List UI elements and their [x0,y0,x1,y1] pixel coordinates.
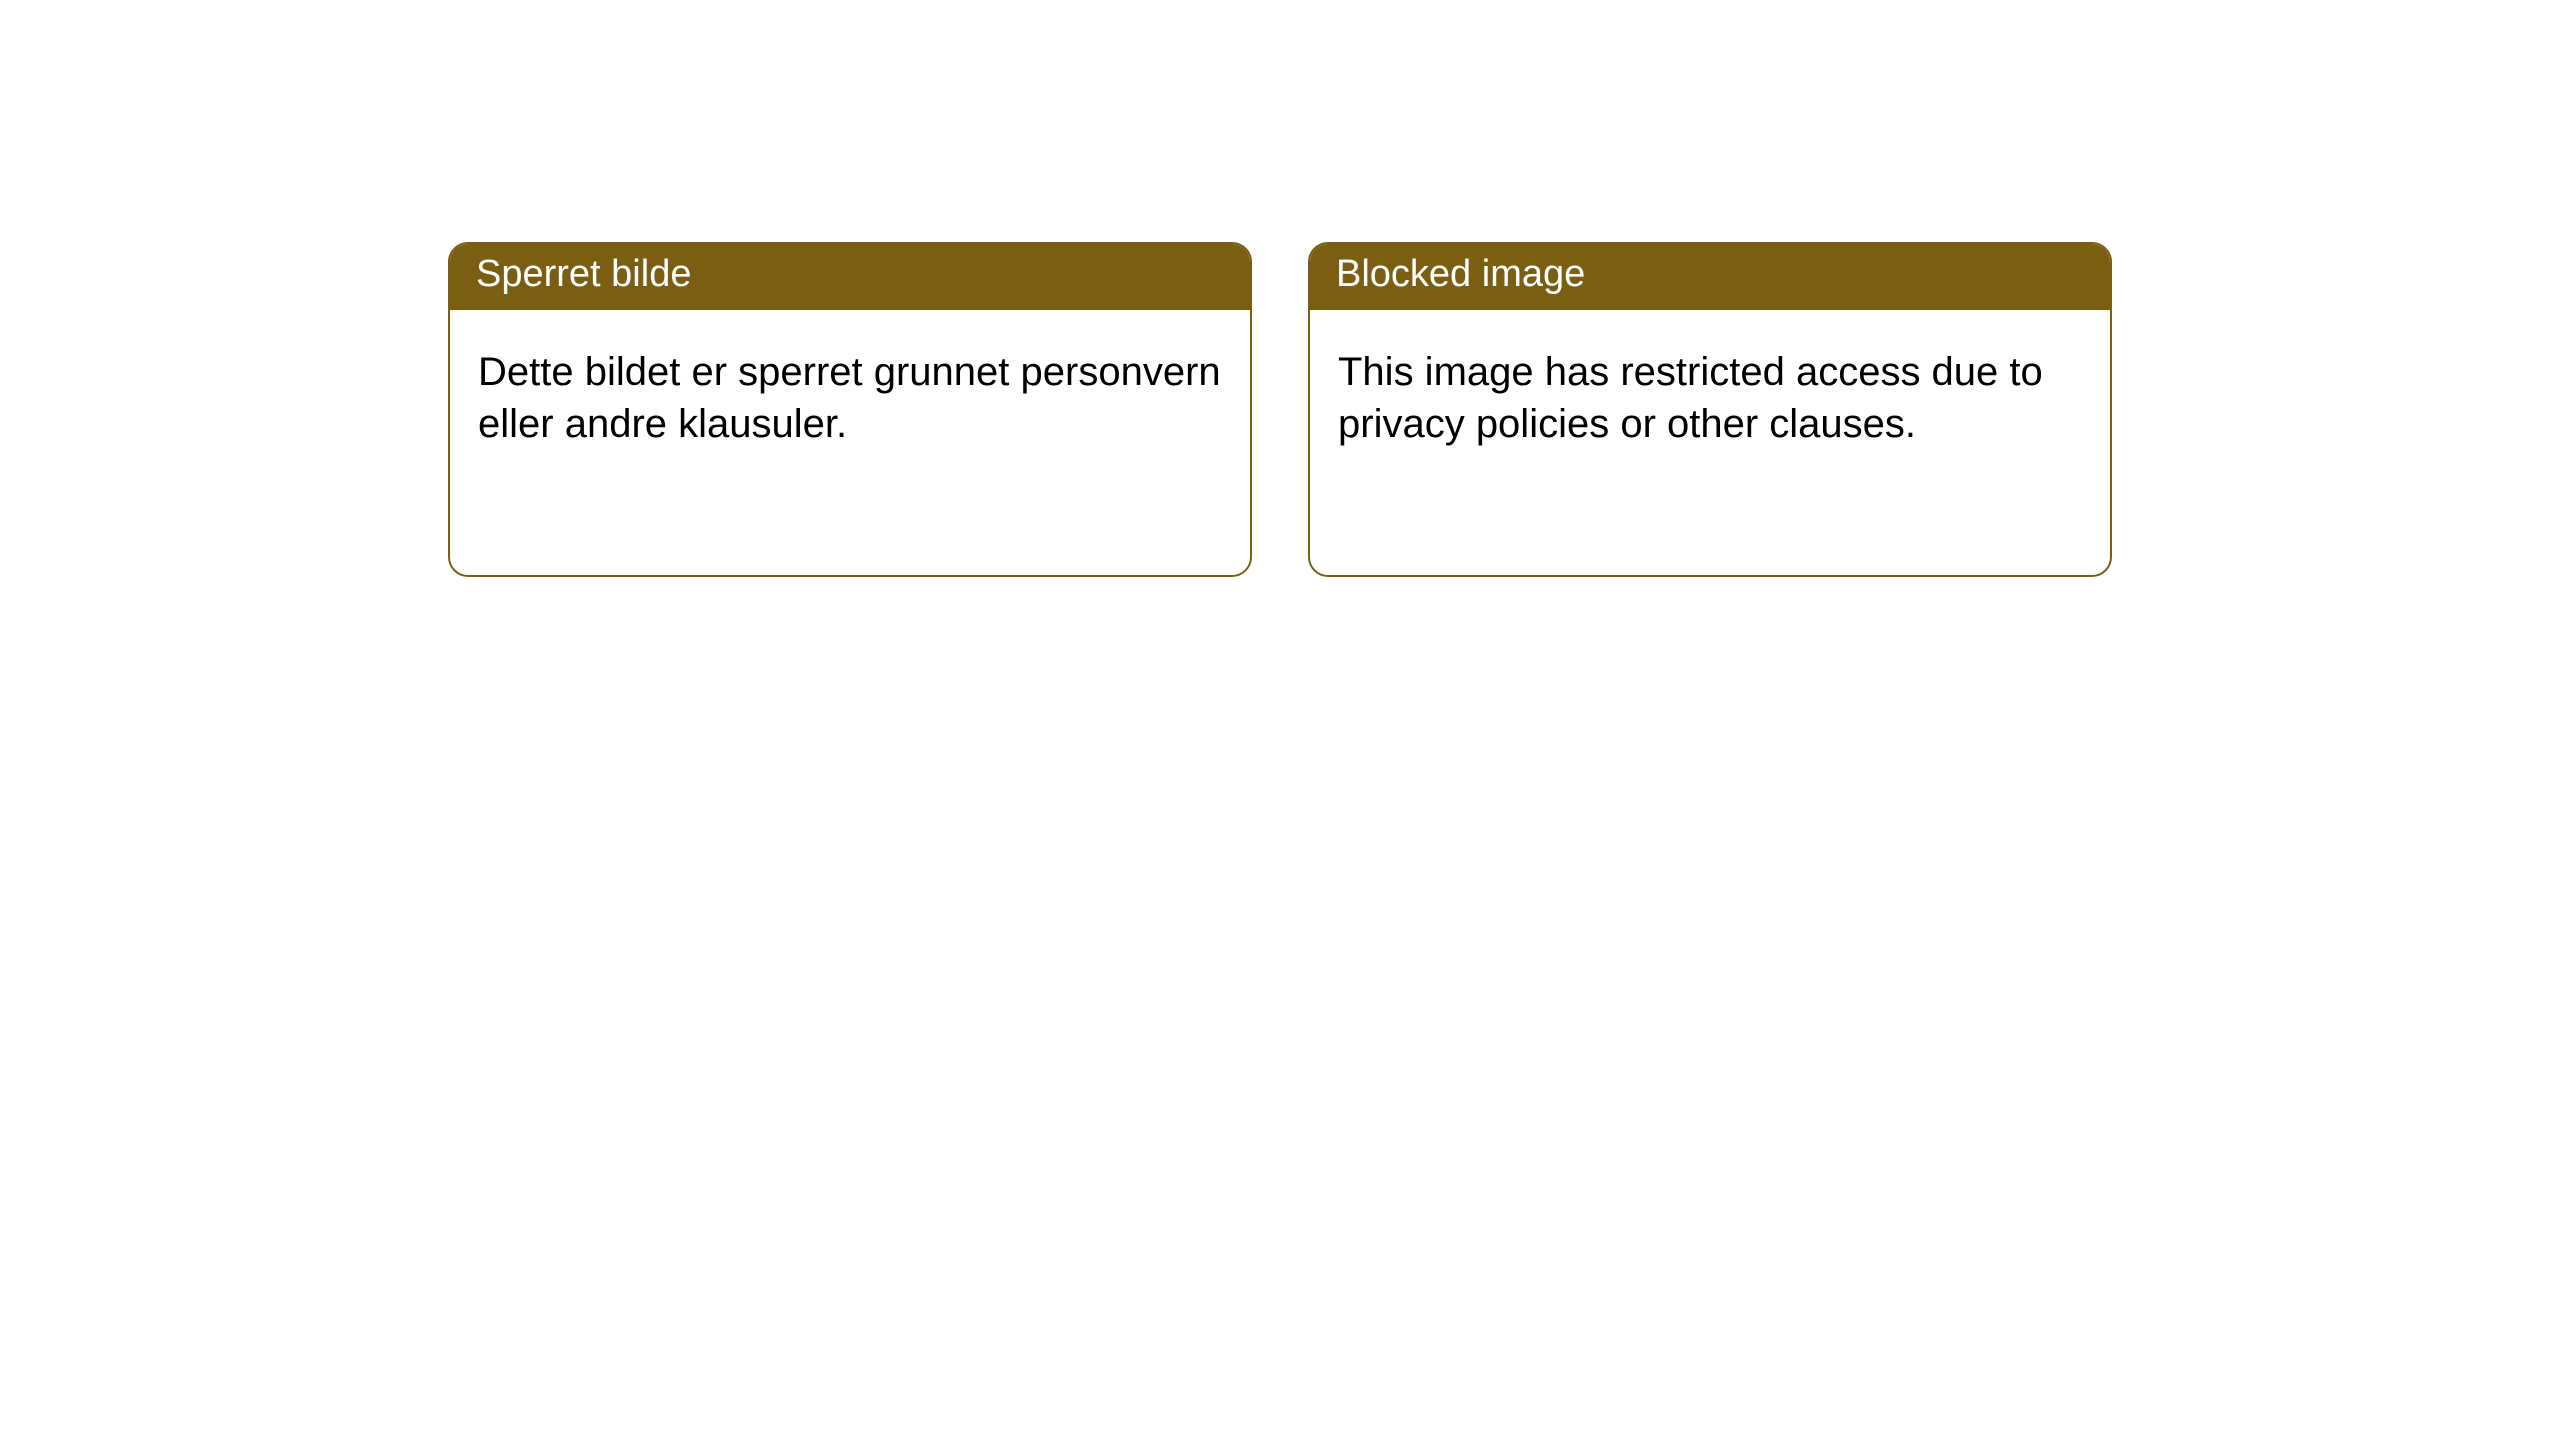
card-title: Sperret bilde [450,244,1250,310]
card-body: Dette bildet er sperret grunnet personve… [450,310,1250,486]
notice-card-norwegian: Sperret bilde Dette bildet er sperret gr… [448,242,1252,577]
card-body: This image has restricted access due to … [1310,310,2110,486]
notice-container: Sperret bilde Dette bildet er sperret gr… [0,0,2560,577]
notice-card-english: Blocked image This image has restricted … [1308,242,2112,577]
card-title: Blocked image [1310,244,2110,310]
